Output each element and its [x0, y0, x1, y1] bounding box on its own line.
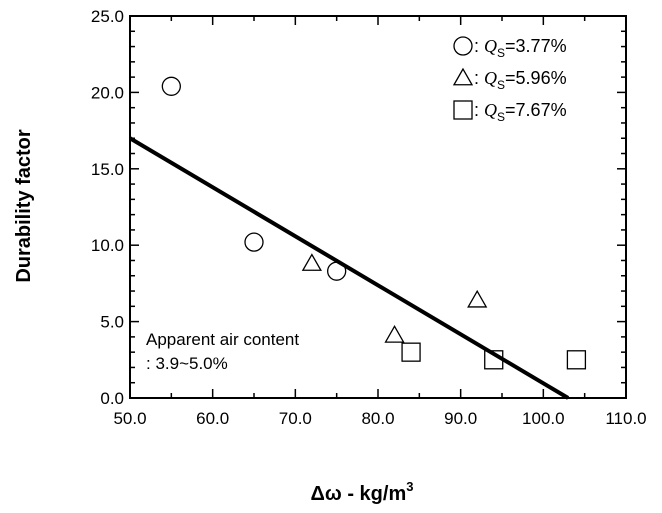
legend-marker-circle — [453, 36, 473, 56]
data-point-circle — [327, 261, 347, 281]
annotation: Apparent air content : 3.9~5.0% — [146, 330, 299, 373]
x-axis-title-superscript: 3 — [406, 479, 413, 494]
legend-marker-triangle — [452, 67, 474, 86]
y-axis-ticks: 0.0 5.0 10.0 15.0 20.0 25.0 — [91, 7, 626, 408]
y-tick-label: 15.0 — [91, 160, 124, 179]
data-point-circle — [244, 232, 264, 252]
data-points-layer — [161, 76, 587, 370]
legend-label: : QS=7.67% — [474, 100, 567, 124]
legend-label: : QS=3.77% — [474, 36, 567, 60]
data-point-square — [566, 350, 587, 370]
x-tick-label: 100.0 — [522, 409, 565, 428]
y-tick-label: 20.0 — [91, 83, 124, 102]
data-point-triangle — [384, 325, 405, 343]
plot-area-frame — [129, 15, 627, 399]
x-tick-label: 110.0 — [605, 409, 646, 428]
x-axis-ticks: 50.0 60.0 70.0 80.0 90.0 100.0 110.0 — [113, 16, 647, 428]
data-point-triangle — [467, 289, 488, 308]
data-point-triangle — [301, 253, 322, 271]
annotation-line: Apparent air content — [146, 330, 299, 349]
y-tick-label: 0.0 — [100, 389, 124, 408]
y-axis-title: Durability factor — [13, 129, 35, 283]
x-axis-title-main: Δω - kg/m — [311, 483, 407, 505]
y-tick-label: 5.0 — [100, 313, 124, 332]
trend-line — [128, 136, 570, 400]
y-tick-label: 25.0 — [91, 7, 124, 26]
legend-marker-square — [453, 100, 473, 120]
data-point-square — [484, 350, 504, 370]
data-point-square — [401, 342, 421, 362]
y-tick-label: 10.0 — [91, 236, 124, 255]
x-axis-title: Δω - kg/m3 — [311, 479, 414, 505]
x-tick-label: 80.0 — [361, 409, 394, 428]
legend-label: : QS=5.96% — [474, 68, 567, 92]
x-tick-label: 60.0 — [196, 409, 229, 428]
x-tick-label: 70.0 — [279, 409, 312, 428]
fit-line-layer — [128, 136, 570, 400]
annotation-line: : 3.9~5.0% — [146, 354, 228, 373]
data-point-circle — [161, 76, 181, 96]
x-tick-label: 50.0 — [113, 409, 146, 428]
legend: : QS=3.77% : QS=5.96% : QS=7.67% — [452, 36, 567, 124]
x-tick-label: 90.0 — [444, 409, 477, 428]
